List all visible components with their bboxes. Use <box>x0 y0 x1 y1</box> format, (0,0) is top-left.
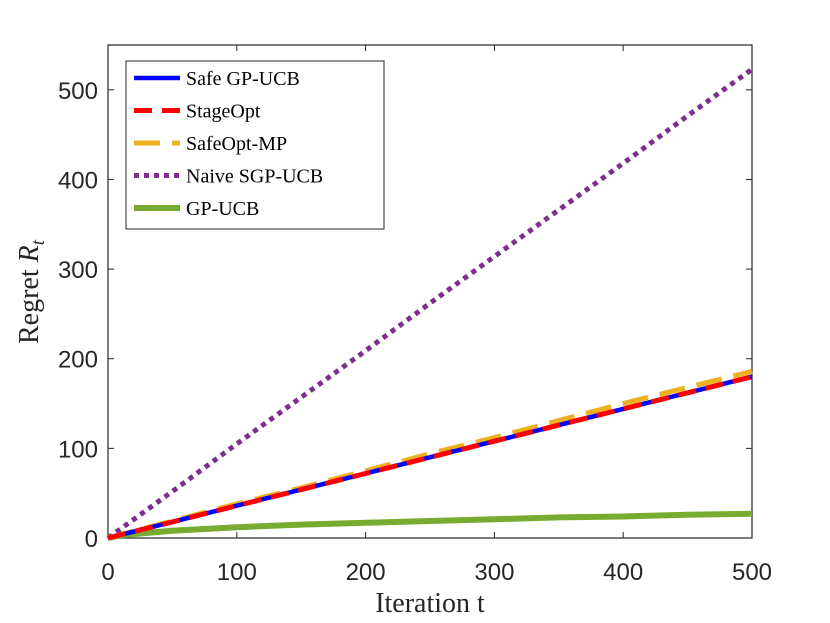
x-tick-label: 0 <box>101 559 114 586</box>
y-axis-label-subscript: t <box>28 239 49 245</box>
y-tick-label: 100 <box>58 436 98 463</box>
y-tick-label: 500 <box>58 78 98 105</box>
y-axis-label-symbol: R <box>14 245 45 263</box>
legend-label: SafeOpt-MP <box>186 133 287 155</box>
x-tick-label: 300 <box>474 559 514 586</box>
series-lines <box>106 67 754 541</box>
series-line-safe-gp-ucb <box>107 374 753 541</box>
y-tick-label: 0 <box>85 526 98 553</box>
x-axis-label: Iteration t <box>375 588 485 619</box>
x-tick-label: 200 <box>346 559 386 586</box>
y-tick-label: 400 <box>58 167 98 194</box>
series-line-gp-ucb <box>107 510 753 541</box>
legend-label: Safe GP-UCB <box>186 68 300 90</box>
legend-label: GP-UCB <box>186 198 259 220</box>
series-line-safeopt-mp <box>107 368 753 541</box>
legend-box <box>125 60 385 230</box>
legend-label: StageOpt <box>186 101 261 123</box>
legend-entries: Safe GP-UCB StageOpt SafeOpt-MP Naive SGP-U… <box>134 68 323 220</box>
y-tick-label: 300 <box>58 257 98 284</box>
x-tick-label: 100 <box>217 559 257 586</box>
axis-ticks: 0 100 200 300 400 500 0 100 200 300 400 500 <box>58 45 772 586</box>
y-axis-label-main: Regret <box>14 262 45 344</box>
series-line-naive-sgp-ucb <box>106 67 754 541</box>
x-tick-label: 500 <box>732 559 772 586</box>
y-tick-label: 200 <box>58 347 98 374</box>
y-axis-label: Regret Rt <box>14 239 49 344</box>
legend: Safe GP-UCB StageOpt SafeOpt-MP Naive SGP-U… <box>125 60 385 230</box>
legend-label: Naive SGP-UCB <box>186 166 323 188</box>
x-tick-label: 400 <box>603 559 643 586</box>
